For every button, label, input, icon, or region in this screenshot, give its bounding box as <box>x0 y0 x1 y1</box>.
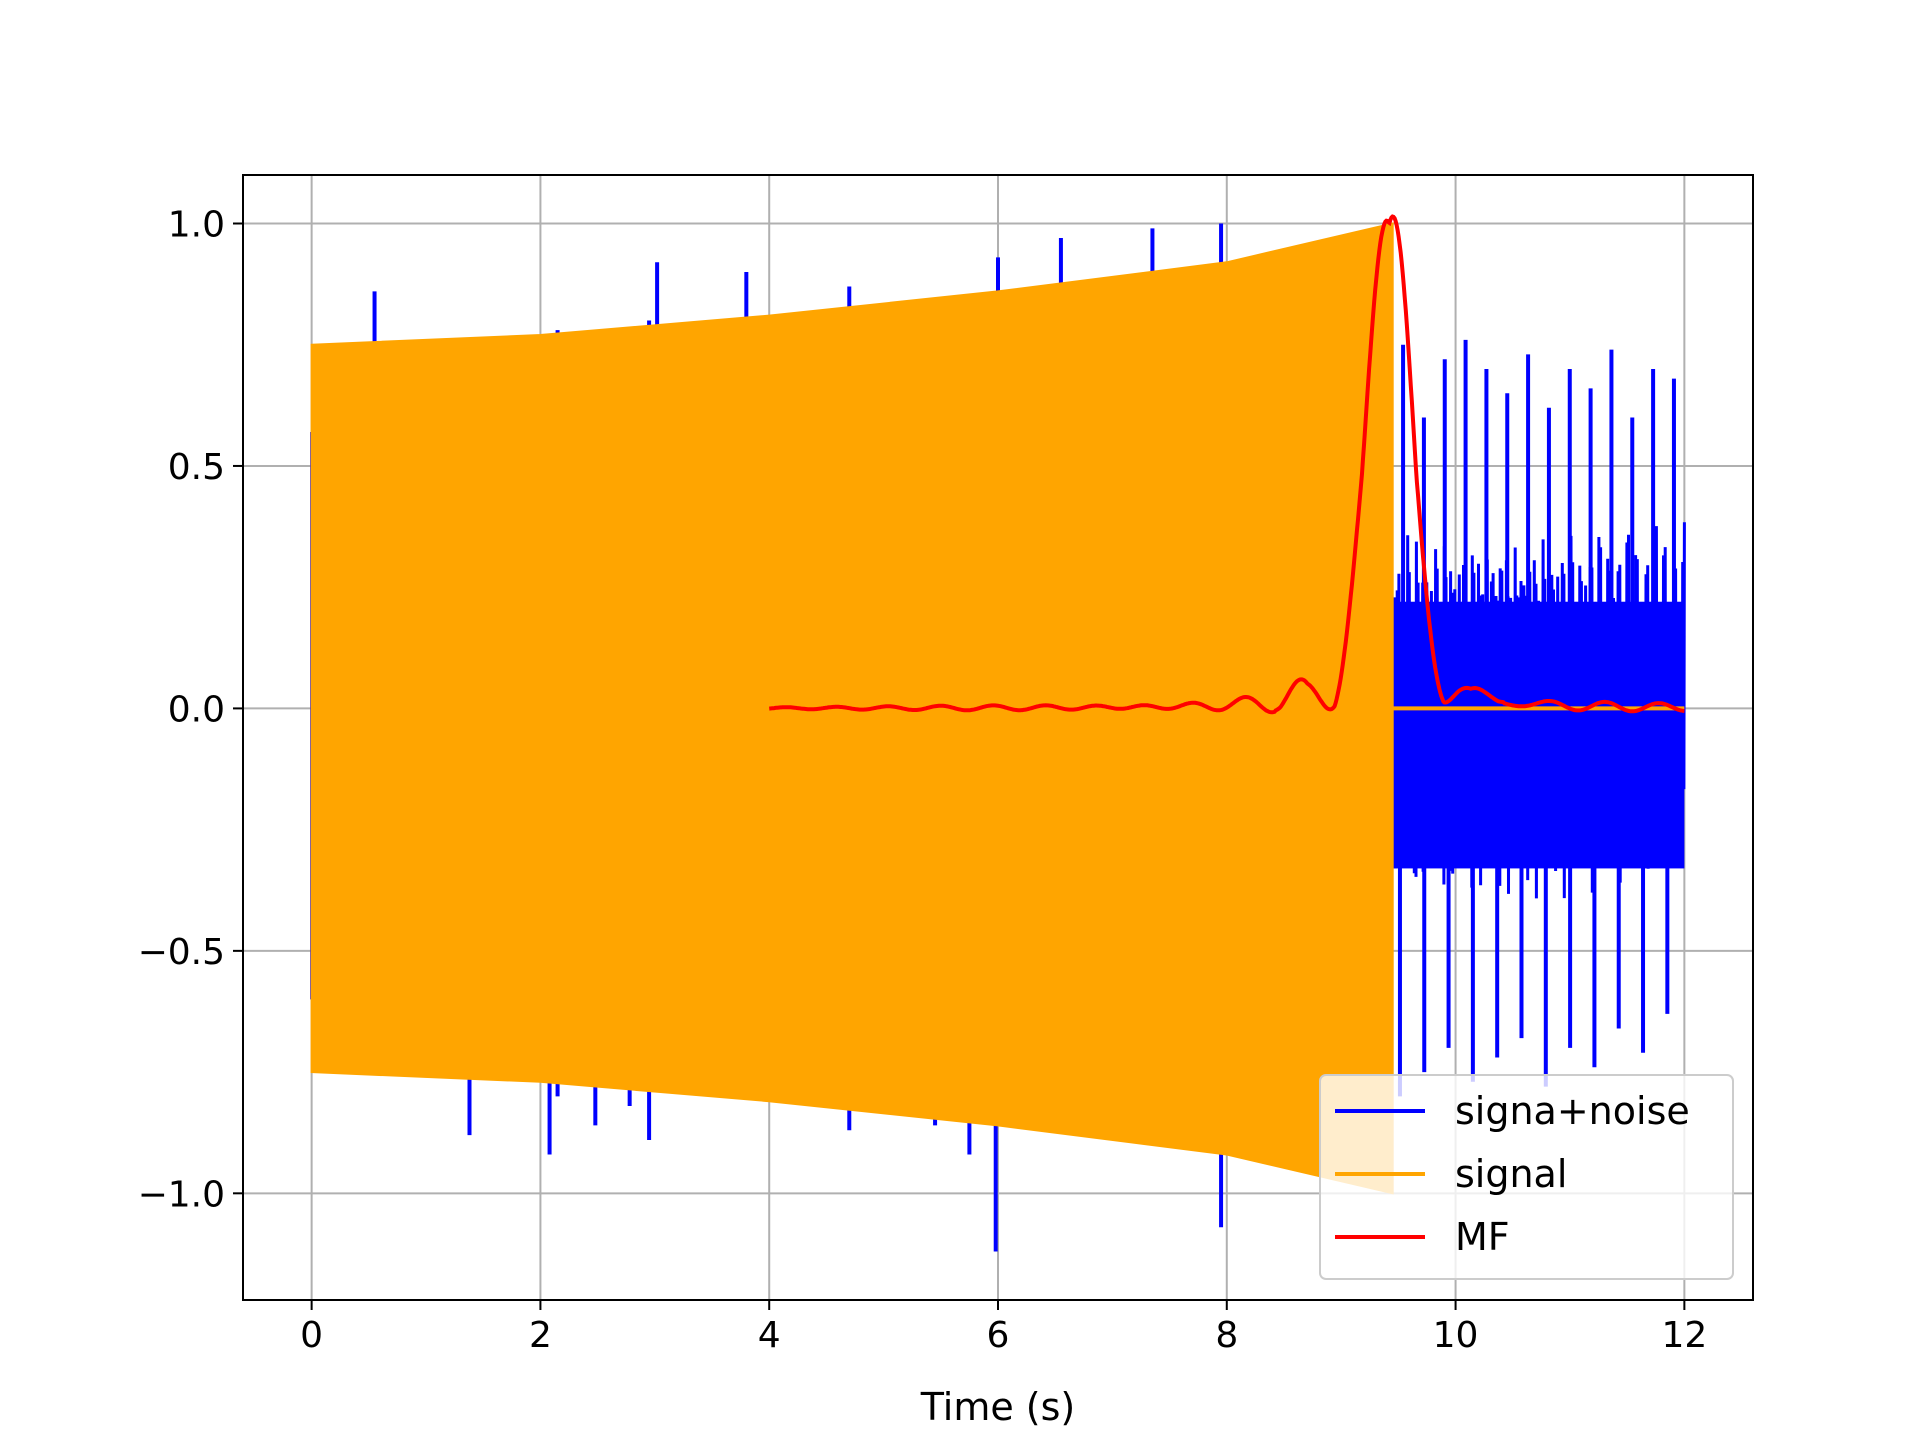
x-tick-label: 10 <box>1433 1315 1479 1356</box>
axis-ticks: 0 2 4 6 8 10 12 1.0 0.5 0.0 −0.5 −1.0 <box>138 204 1708 1356</box>
legend-label-mf: MF <box>1455 1215 1510 1259</box>
plot-data <box>310 214 1686 1252</box>
x-tick-label: 4 <box>758 1315 781 1356</box>
legend: signa+noise signal MF <box>1319 1074 1734 1280</box>
x-axis-label: Time (s) <box>920 1385 1076 1429</box>
legend-label-signal-noise: signa+noise <box>1455 1089 1690 1133</box>
x-tick-label: 6 <box>987 1315 1010 1356</box>
series-mf <box>769 214 1685 715</box>
x-tick-label: 0 <box>300 1315 323 1356</box>
legend-label-signal: signal <box>1455 1152 1567 1196</box>
x-tick-label: 8 <box>1215 1315 1238 1356</box>
mf-line <box>769 214 1685 715</box>
y-tick-label: −1.0 <box>138 1174 225 1215</box>
x-tick-label: 2 <box>529 1315 552 1356</box>
x-tick-label: 12 <box>1661 1315 1707 1356</box>
y-tick-label: −0.5 <box>138 932 225 973</box>
y-tick-label: 0.5 <box>168 447 225 488</box>
legend-box <box>1319 1074 1734 1280</box>
y-tick-label: 0.0 <box>168 689 225 730</box>
y-tick-label: 1.0 <box>168 204 225 245</box>
signal-noise-fill <box>1392 601 1685 869</box>
